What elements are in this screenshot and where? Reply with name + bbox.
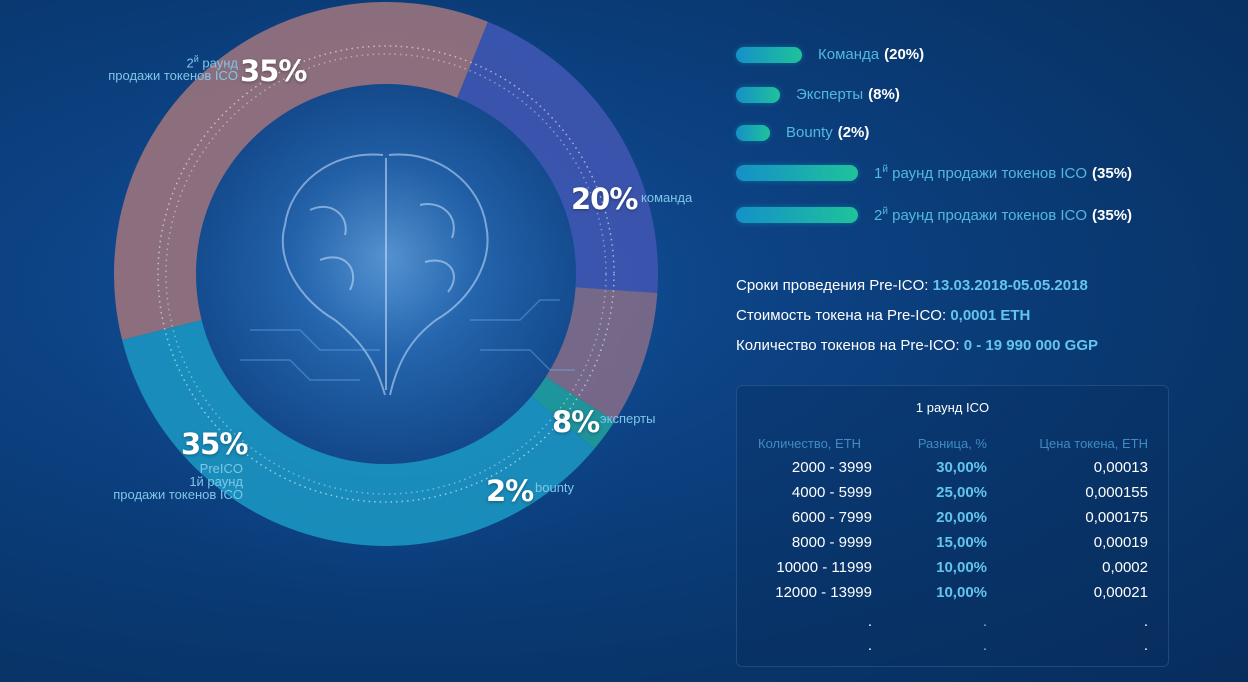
table-continuation-dot: . [867, 637, 872, 654]
slice-pct-1st-round: 35% [181, 427, 248, 461]
slice-label-team: команда [641, 190, 693, 205]
slice-experts [545, 287, 658, 422]
table-cell-quantity: 10000 - 11999 [776, 559, 872, 576]
slice-label-bounty: bounty [535, 480, 575, 495]
pie-chart: 35% 2й раунд продажи токенов ICO 20% ком… [56, 0, 716, 620]
table-cell-quantity: 8000 - 9999 [791, 534, 872, 551]
legend-item-bounty: Bounty (2%) [736, 124, 869, 141]
legend-item-experts: Эксперты (8%) [736, 86, 900, 103]
legend-bar-1st-round [736, 165, 858, 181]
table-cell-quantity: 2000 - 3999 [791, 459, 872, 476]
table-header-quantity: Количество, ETH [758, 436, 862, 451]
table-continuation-dot: . [1143, 637, 1148, 654]
pie-slices [113, 1, 658, 546]
slice-bounty [531, 376, 615, 449]
table-cell-diff: 15,00% [936, 534, 987, 551]
slice-pct-team: 20% [571, 182, 638, 216]
table-header-diff: Разница, % [917, 436, 987, 451]
legend-bar-2nd-round [736, 207, 858, 223]
table-continuation-dot: . [867, 613, 872, 630]
table-cell-quantity: 12000 - 13999 [775, 584, 872, 601]
table-cell-diff: 10,00% [936, 559, 987, 576]
table-continuation-dot: . [1143, 613, 1148, 630]
slice-2nd-round [113, 1, 488, 340]
table-continuation-dot: . [982, 637, 987, 654]
table-cell-diff: 30,00% [936, 459, 987, 476]
dotted-ring-outer [157, 45, 615, 503]
table-continuation-dot: . [982, 613, 987, 630]
table-cell-quantity: 6000 - 7999 [791, 509, 872, 526]
slice-label-experts: эксперты [600, 411, 656, 426]
table-cell-diff: 25,00% [936, 484, 987, 501]
table-cell-price: 0,000175 [1085, 509, 1148, 526]
legend-bar-bounty [736, 124, 770, 141]
legend-item-1st-round: 1й раунд продажи токенов ICO (35%) [736, 164, 1132, 182]
ico-round-table: 1 раунд ICO Количество, ETH Разница, % Ц… [736, 385, 1169, 667]
info-price: Стоимость токена на Pre-ICO: 0,0001 ETH [736, 307, 1031, 324]
legend-item-2nd-round: 2й раунд продажи токенов ICO (35%) [736, 206, 1132, 224]
legend-bar-team [736, 46, 802, 63]
slice-pct-2nd-round: 35% [240, 54, 307, 88]
legend-item-team: Команда (20%) [736, 46, 924, 63]
slice-team [457, 21, 658, 293]
table-title: 1 раунд ICO [915, 400, 990, 415]
table-cell-diff: 10,00% [936, 584, 987, 601]
table-cell-price: 0,000155 [1085, 484, 1148, 501]
table-cell-quantity: 4000 - 5999 [791, 484, 872, 501]
table-cell-price: 0,0002 [1102, 559, 1148, 576]
slice-label-1st-round: PreICO 1й раунд продажи токенов ICO [113, 461, 243, 502]
table-cell-diff: 20,00% [936, 509, 987, 526]
slice-pct-experts: 8% [552, 405, 600, 439]
table-cell-price: 0,00019 [1093, 534, 1148, 551]
info-dates: Сроки проведения Pre-ICO: 13.03.2018-05.… [736, 277, 1088, 294]
legend-bar-experts [736, 86, 780, 103]
table-cell-price: 0,00013 [1093, 459, 1148, 476]
table-cell-price: 0,00021 [1093, 584, 1148, 601]
info-quantity: Количество токенов на Pre-ICO: 0 - 19 99… [736, 337, 1099, 354]
table-header-price: Цена токена, ETH [1039, 436, 1148, 451]
slice-pct-bounty: 2% [486, 474, 534, 508]
pie-chart-svg [56, 0, 716, 620]
slice-1st-round [122, 319, 595, 546]
slice-label-2nd-round: 2й раунд продажи токенов ICO [108, 54, 238, 84]
brain-icon [281, 153, 489, 396]
dotted-ring-inner [165, 53, 607, 495]
circuit-lines [240, 299, 575, 381]
